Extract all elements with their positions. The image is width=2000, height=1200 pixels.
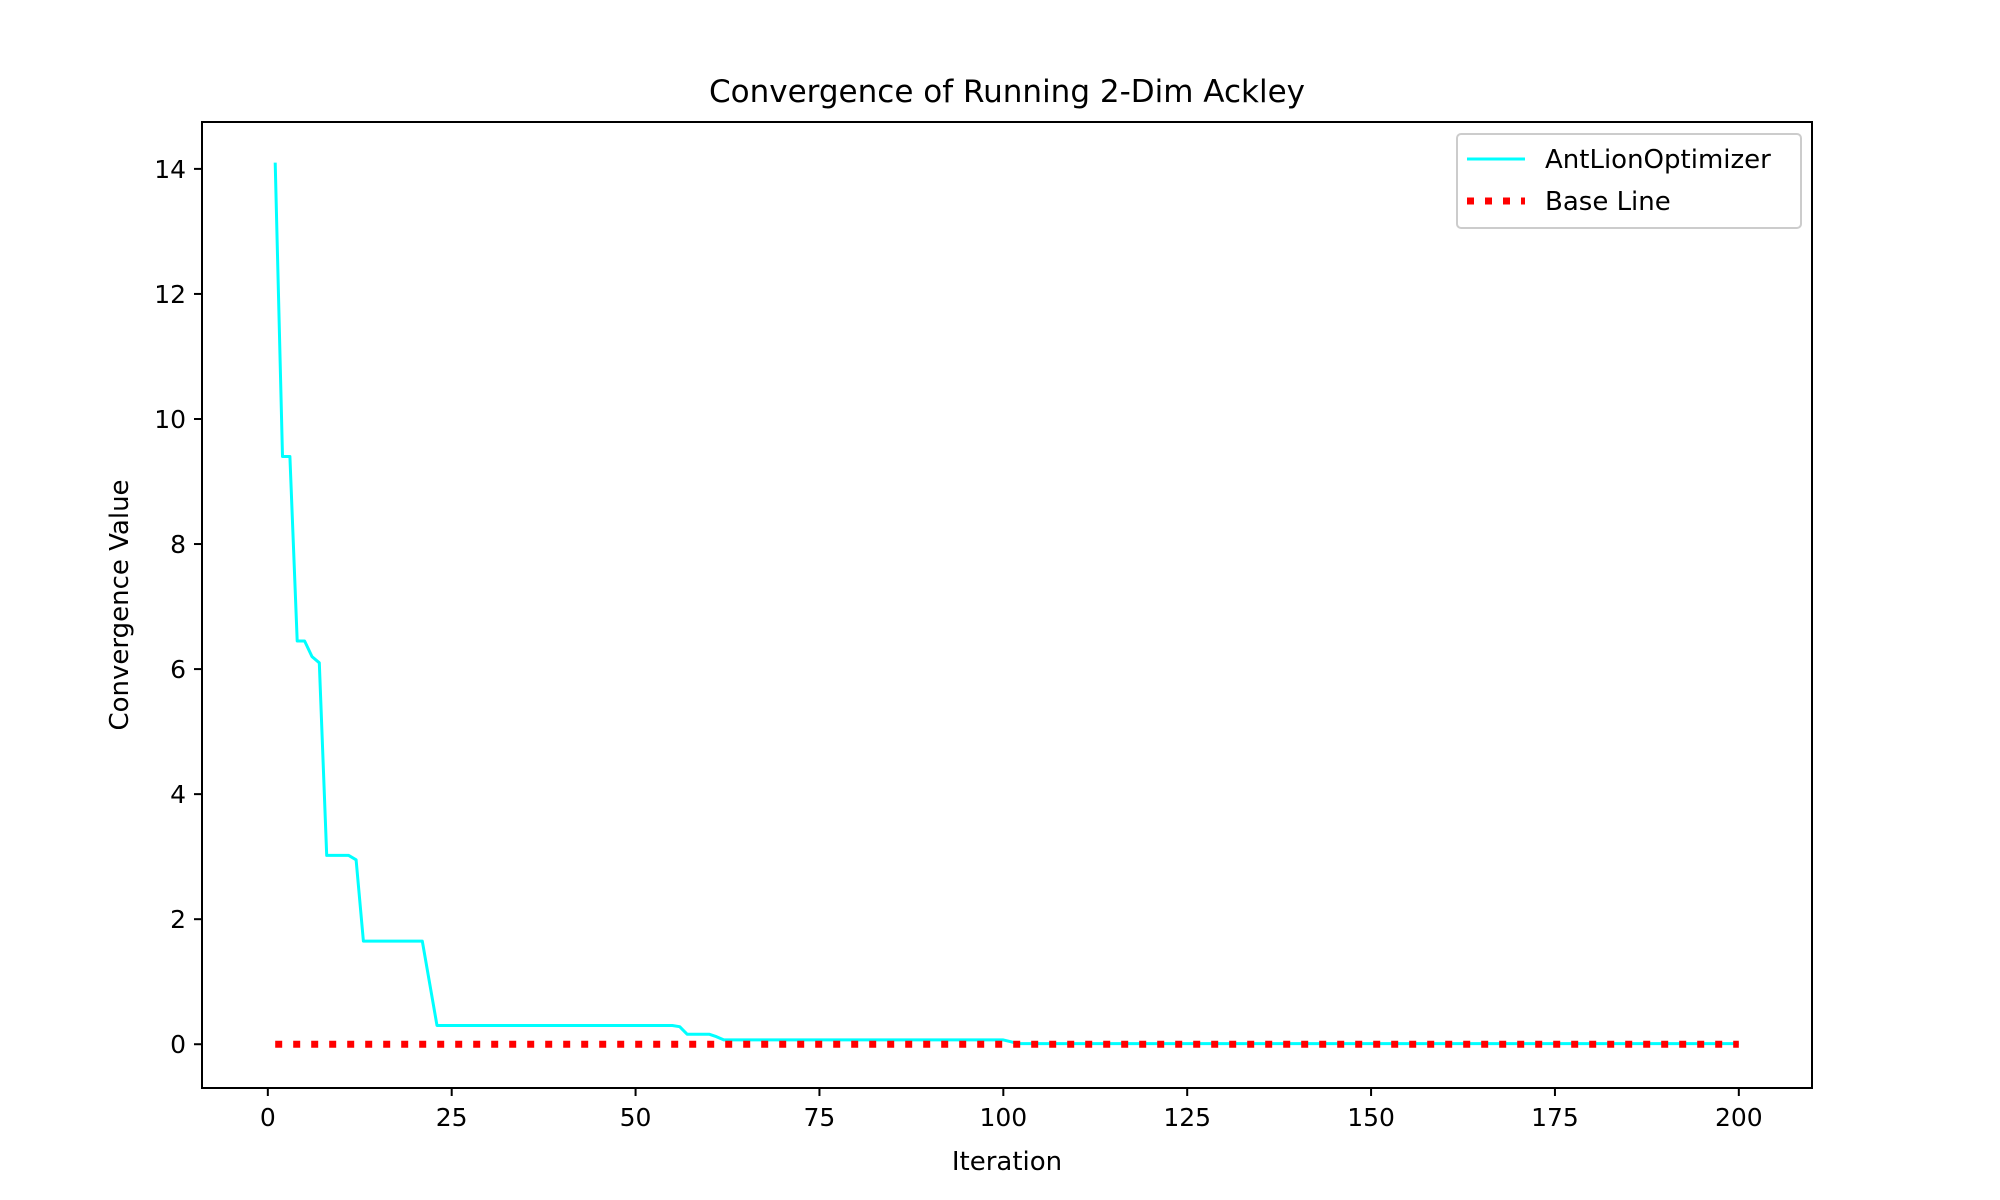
x-tick-label: 75 xyxy=(804,1103,836,1132)
series-layer xyxy=(273,162,1739,1048)
x-tick-label: 150 xyxy=(1347,1103,1395,1132)
y-tick-label: 2 xyxy=(170,905,186,934)
x-tick-label: 200 xyxy=(1715,1103,1763,1132)
x-tick-label: 100 xyxy=(979,1103,1027,1132)
x-tick-label: 175 xyxy=(1531,1103,1579,1132)
axes-background xyxy=(202,122,1812,1088)
x-tick-label: 50 xyxy=(620,1103,652,1132)
legend-label-antlionoptimizer: AntLionOptimizer xyxy=(1545,145,1771,175)
y-tick-label: 4 xyxy=(170,780,186,809)
y-axis: 0 2 4 6 8 10 12 14 xyxy=(154,155,202,1059)
x-tick-label: 125 xyxy=(1163,1103,1211,1132)
legend-box xyxy=(1456,133,1802,229)
y-tick-label: 14 xyxy=(154,155,186,184)
y-tick-label: 8 xyxy=(170,530,186,559)
y-tick-label: 12 xyxy=(154,280,186,309)
y-tick-label: 6 xyxy=(170,655,186,684)
plot-area xyxy=(202,122,1812,1088)
x-axis-label: Iteration xyxy=(952,1147,1062,1177)
axes-frame xyxy=(201,121,1813,1089)
y-tick-label: 0 xyxy=(170,1030,186,1059)
x-axis: 0 25 50 75 100 125 150 175 200 xyxy=(260,1088,1763,1132)
legend-label-base-line: Base Line xyxy=(1545,187,1671,217)
chart-title: Convergence of Running 2-Dim Ackley xyxy=(709,74,1305,110)
series-line-antlionoptimizer xyxy=(273,162,1739,1046)
y-axis-label: Convergence Value xyxy=(105,479,135,730)
legend: AntLionOptimizer Base Line xyxy=(1456,133,1802,229)
y-tick-label: 10 xyxy=(154,405,186,434)
x-tick-label: 0 xyxy=(260,1103,276,1132)
x-tick-label: 25 xyxy=(436,1103,468,1132)
